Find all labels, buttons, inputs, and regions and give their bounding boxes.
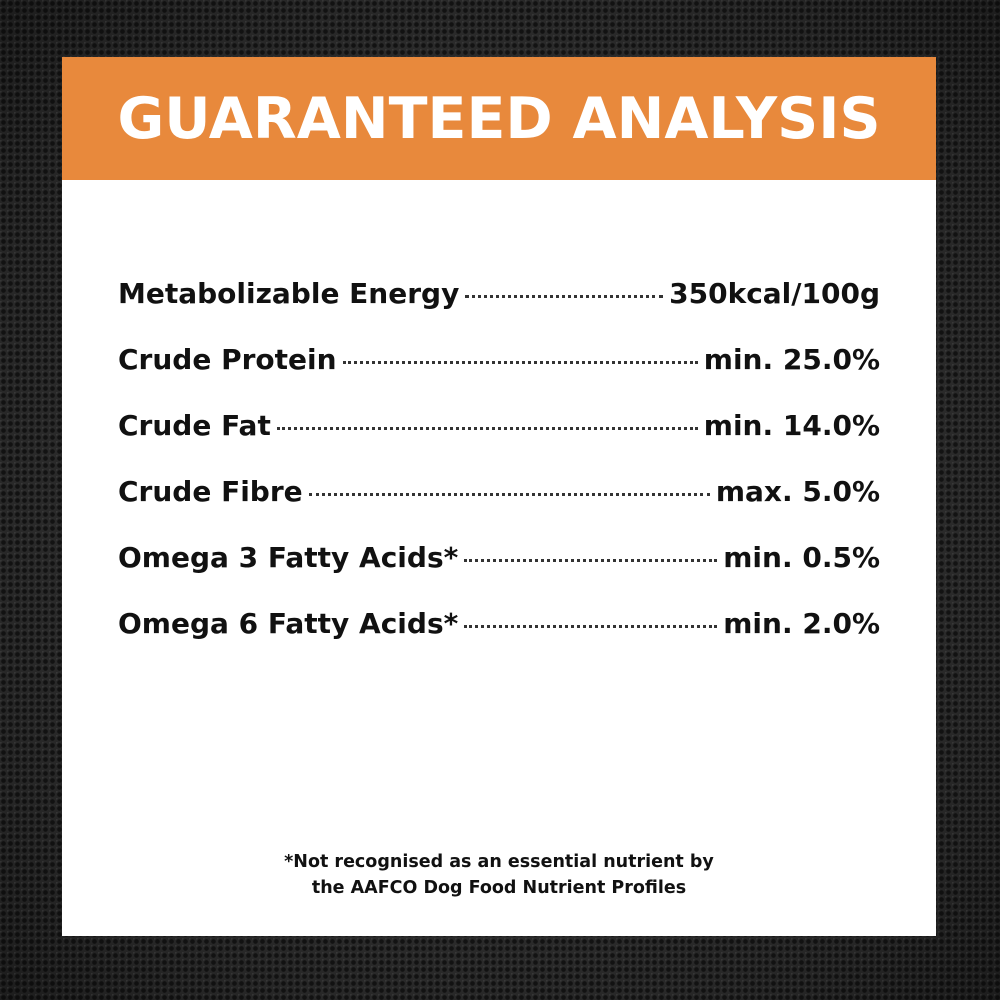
analysis-card: GUARANTEED ANALYSIS Metabolizable Energy… bbox=[62, 57, 936, 936]
dot-leader bbox=[276, 427, 698, 430]
dot-leader bbox=[464, 625, 718, 628]
row-label: Omega 3 Fatty Acids* bbox=[118, 541, 459, 574]
row-value: 350kcal/100g bbox=[669, 277, 880, 310]
row-label: Metabolizable Energy bbox=[118, 277, 460, 310]
dot-leader bbox=[465, 295, 664, 298]
footnote-line: *Not recognised as an essential nutrient… bbox=[284, 852, 714, 872]
dot-leader bbox=[464, 559, 718, 562]
footnote-line: the AAFCO Dog Food Nutrient Profiles bbox=[311, 878, 687, 898]
dot-leader bbox=[342, 361, 698, 364]
row-label: Crude Fibre bbox=[118, 475, 303, 508]
analysis-table: Metabolizable Energy 350kcal/100g Crude … bbox=[118, 277, 880, 673]
row-label: Crude Protein bbox=[118, 343, 337, 376]
row-value: max. 5.0% bbox=[715, 475, 880, 508]
row-value: min. 14.0% bbox=[703, 409, 880, 442]
analysis-row: Crude Protein min. 25.0% bbox=[118, 343, 880, 409]
footnote: *Not recognised as an essential nutrient… bbox=[62, 849, 936, 901]
row-label: Crude Fat bbox=[118, 409, 271, 442]
analysis-row: Crude Fat min. 14.0% bbox=[118, 409, 880, 475]
dot-leader bbox=[308, 493, 710, 496]
analysis-row: Crude Fibre max. 5.0% bbox=[118, 475, 880, 541]
analysis-row: Omega 6 Fatty Acids* min. 2.0% bbox=[118, 607, 880, 673]
row-value: min. 2.0% bbox=[723, 607, 880, 640]
title-banner: GUARANTEED ANALYSIS bbox=[62, 57, 936, 180]
row-value: min. 0.5% bbox=[723, 541, 880, 574]
page-title: GUARANTEED ANALYSIS bbox=[117, 86, 881, 152]
analysis-row: Omega 3 Fatty Acids* min. 0.5% bbox=[118, 541, 880, 607]
row-value: min. 25.0% bbox=[703, 343, 880, 376]
row-label: Omega 6 Fatty Acids* bbox=[118, 607, 459, 640]
analysis-row: Metabolizable Energy 350kcal/100g bbox=[118, 277, 880, 343]
